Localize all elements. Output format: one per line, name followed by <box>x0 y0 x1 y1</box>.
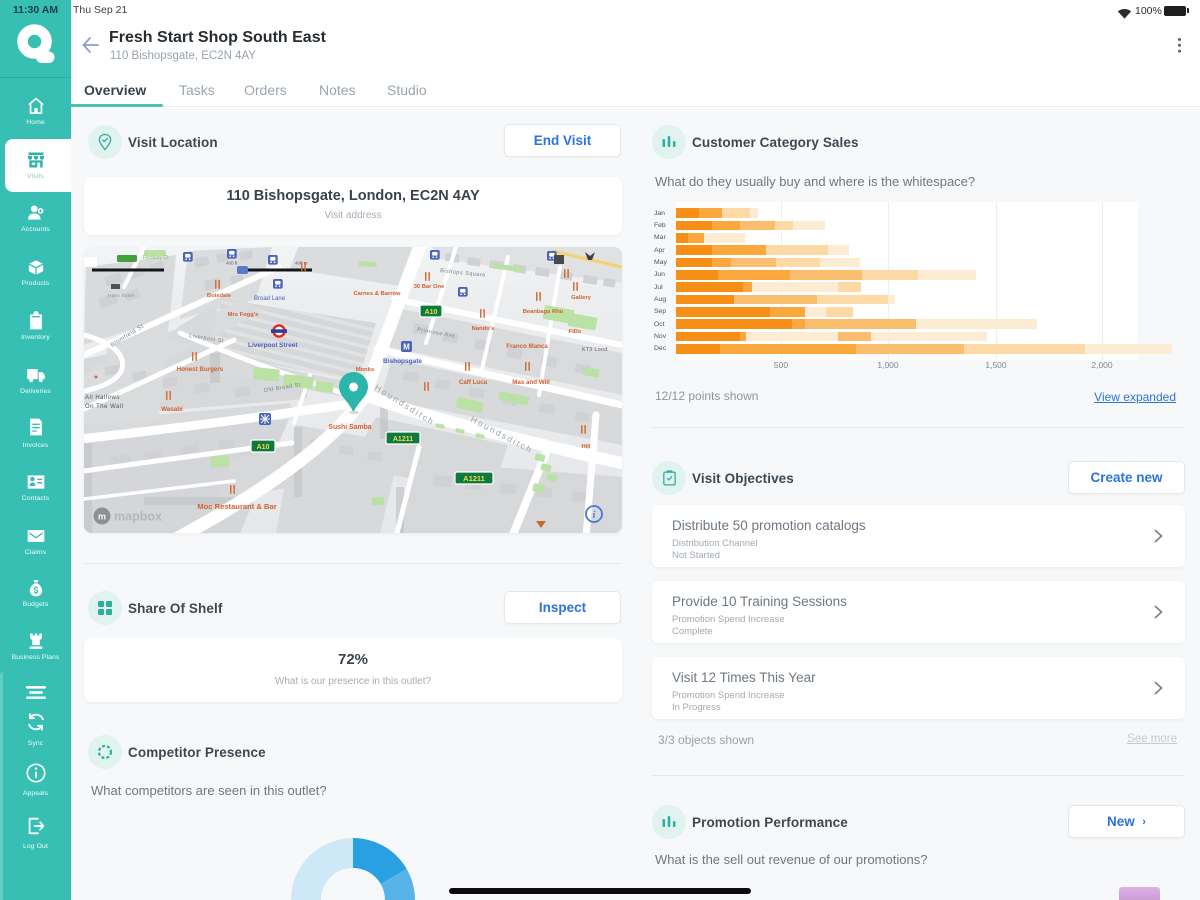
svg-text:Honest Burgers: Honest Burgers <box>177 366 224 373</box>
svg-text:All Hallows: All Hallows <box>85 395 120 401</box>
svg-text:mapbox: mapbox <box>114 510 162 524</box>
svg-text:A10: A10 <box>425 309 438 316</box>
svg-text:Franco Manca: Franco Manca <box>506 343 548 350</box>
svg-text:Broad Lane: Broad Lane <box>254 296 286 302</box>
svg-text:A1211: A1211 <box>393 436 413 443</box>
svg-text:On The Wall: On The Wall <box>85 404 124 410</box>
svg-text:Old Broad St: Old Broad St <box>263 382 301 394</box>
svg-text:Bishops Square: Bishops Square <box>440 268 486 279</box>
svg-text:KT3 Lond: KT3 Lond <box>582 347 608 353</box>
svg-text:A10: A10 <box>257 444 270 451</box>
svg-text:Gallery: Gallery <box>571 295 591 301</box>
svg-text:FiDo: FiDo <box>569 329 582 335</box>
svg-text:i: i <box>593 510 596 521</box>
svg-text:Nando's: Nando's <box>472 326 495 332</box>
svg-text:Mas and Will: Mas and Will <box>512 379 550 386</box>
svg-text:30 Bar One: 30 Bar One <box>414 284 445 290</box>
svg-text:400 ft: 400 ft <box>226 261 238 266</box>
svg-text:Sushi Samba: Sushi Samba <box>328 424 371 431</box>
svg-text:Liverpool Street: Liverpool Street <box>248 342 298 349</box>
svg-text:Haro hotel: Haro hotel <box>108 293 134 299</box>
svg-text:Boisdale: Boisdale <box>207 293 232 299</box>
svg-text:Finsbury Ct: Finsbury Ct <box>143 255 169 261</box>
svg-text:Carnes & Barrow: Carnes & Barrow <box>353 291 401 297</box>
svg-text:Wasabi: Wasabi <box>161 406 183 413</box>
svg-text:Caff Luca: Caff Luca <box>459 379 488 386</box>
svg-text:Hill: Hill <box>581 444 590 450</box>
svg-text:Moc Restaurant & Bar: Moc Restaurant & Bar <box>197 502 276 511</box>
svg-text:Mrs Fogg's: Mrs Fogg's <box>228 312 259 318</box>
svg-text:m: m <box>98 512 106 522</box>
svg-text:Monks: Monks <box>356 367 374 373</box>
svg-text:A1211: A1211 <box>463 474 485 483</box>
svg-text:Bishopsgate: Bishopsgate <box>383 358 422 365</box>
svg-text:M: M <box>403 343 410 352</box>
svg-text:Beanbags Rho: Beanbags Rho <box>523 309 564 315</box>
svg-text:Liverpool St: Liverpool St <box>189 333 225 344</box>
